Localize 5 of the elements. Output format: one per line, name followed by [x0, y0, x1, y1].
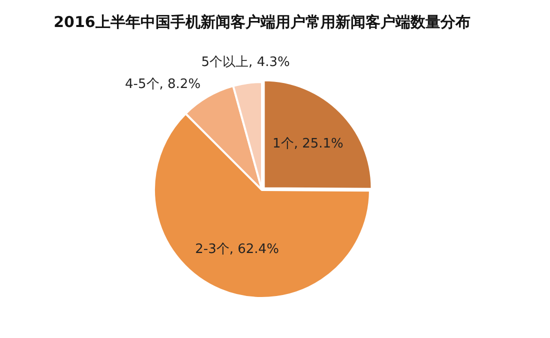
slice-label: 5个以上, 4.3% [201, 54, 290, 70]
chart-title: 2016上半年中国手机新闻客户端用户常用新闻客户端数量分布 [54, 12, 470, 31]
slice-label: 2-3个, 62.4% [195, 242, 279, 258]
slice-label: 1个, 25.1% [272, 136, 344, 152]
slice-label: 4-5个, 8.2% [125, 76, 201, 92]
